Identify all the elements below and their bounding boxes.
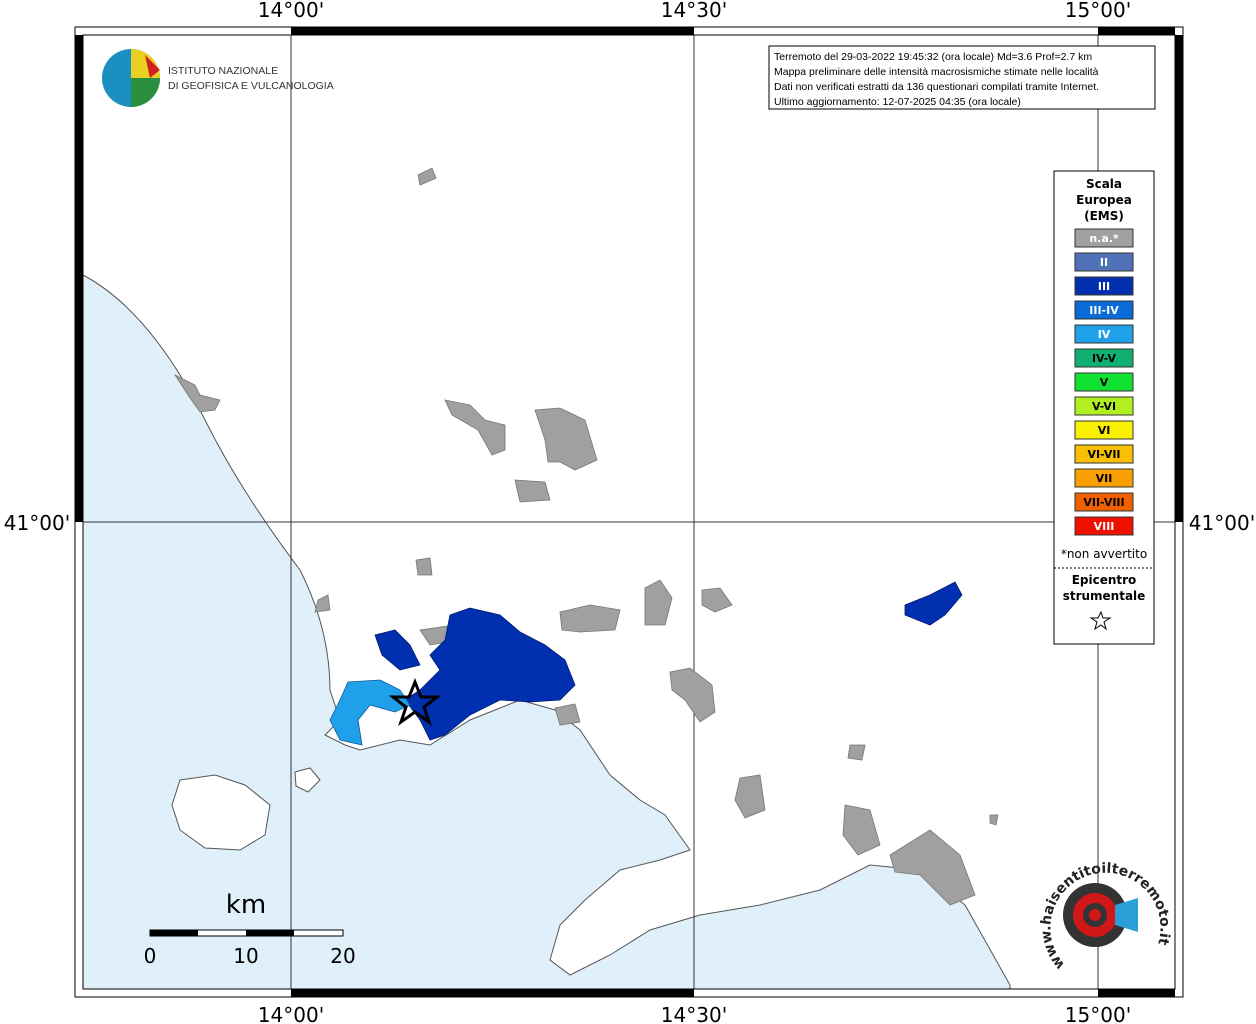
info-line: Mappa preliminare delle intensità macros… xyxy=(774,66,1099,78)
intensity-area xyxy=(904,581,963,626)
axis-label: 14°30' xyxy=(661,0,727,22)
legend-title: Europea xyxy=(1076,193,1132,207)
island xyxy=(171,774,271,851)
scale-label: 10 xyxy=(233,944,258,968)
legend-label: VIII xyxy=(1094,520,1115,533)
legend-label: V xyxy=(1100,376,1109,389)
island xyxy=(294,767,321,793)
axis-labels: 14°00' 14°30' 15°00' 14°00' 14°30' 15°00' 41°0… xyxy=(4,0,1255,1024)
scale-unit: km xyxy=(226,890,266,920)
legend-swatch xyxy=(1074,300,1134,320)
legend-swatch xyxy=(1074,492,1134,512)
legend-title: (EMS) xyxy=(1084,209,1124,223)
legend-title: Scala xyxy=(1086,177,1122,191)
legend-label: V-VI xyxy=(1092,400,1116,413)
legend-swatch xyxy=(1074,252,1134,272)
logo-text: DI GEOFISICA E VULCANOLOGIA xyxy=(168,80,334,92)
axis-label: 15°00' xyxy=(1065,1003,1131,1024)
legend-swatch xyxy=(1074,516,1134,536)
scale-labels: 0 10 20 xyxy=(144,944,356,968)
legend-epicentre: Epicentro xyxy=(1072,573,1137,587)
info-line: Dati non verificati estratti da 136 ques… xyxy=(774,81,1099,93)
info-box xyxy=(768,45,1156,110)
legend: ScalaEuropea(EMS)n.a.*IIIIIIII-IVIVIV-VV… xyxy=(1061,177,1147,603)
legend-footnote: *non avvertito xyxy=(1061,547,1147,561)
scale-label: 0 xyxy=(144,944,157,968)
legend-label: III xyxy=(1098,280,1110,293)
info-line: Ultimo aggiornamento: 12-07-2025 04:35 (… xyxy=(774,96,1021,108)
legend-swatch xyxy=(1074,276,1134,296)
legend-label: IV xyxy=(1098,328,1111,341)
axis-label: 14°30' xyxy=(661,1003,727,1024)
frame xyxy=(74,26,1184,998)
town-areas xyxy=(173,167,999,906)
epicentre-star xyxy=(388,677,442,726)
legend-epicentre: strumentale xyxy=(1063,589,1146,603)
scale-label: 20 xyxy=(330,944,355,968)
legend-swatch xyxy=(1074,396,1134,416)
intensity-area xyxy=(404,607,576,741)
legend-star xyxy=(1089,610,1112,631)
legend-label: VII-VIII xyxy=(1083,496,1124,509)
legend-swatch xyxy=(1074,372,1134,392)
legend-swatch xyxy=(1074,444,1134,464)
legend-label: III-IV xyxy=(1089,304,1119,317)
logo-text: ISTITUTO NAZIONALE xyxy=(168,65,278,77)
ingv-logo: ISTITUTO NAZIONALE DI GEOFISICA E VULCAN… xyxy=(102,49,334,107)
legend-swatch xyxy=(1074,324,1134,344)
axis-label: 41°00' xyxy=(4,511,70,535)
legend-label: n.a.* xyxy=(1089,232,1119,245)
legend-label: VI-VII xyxy=(1087,448,1120,461)
legend-label: VI xyxy=(1098,424,1111,437)
legend-swatch xyxy=(1074,420,1134,440)
legend-swatch xyxy=(1074,348,1134,368)
info-line: Terremoto del 29-03-2022 19:45:32 (ora l… xyxy=(774,51,1092,63)
axis-label: 14°00' xyxy=(258,0,324,22)
axis-label: 15°00' xyxy=(1065,0,1131,22)
legend-label: VII xyxy=(1096,472,1113,485)
axis-label: 41°00' xyxy=(1189,511,1255,535)
info-lines: Terremoto del 29-03-2022 19:45:32 (ora l… xyxy=(774,51,1099,108)
axis-label: 14°00' xyxy=(258,1003,324,1024)
intensity-area xyxy=(374,629,421,671)
legend-swatch xyxy=(1074,468,1134,488)
legend-label: II xyxy=(1100,256,1108,269)
scale-bar: km xyxy=(149,890,344,937)
legend-label: IV-V xyxy=(1092,352,1117,365)
legend-swatch xyxy=(1074,228,1134,248)
